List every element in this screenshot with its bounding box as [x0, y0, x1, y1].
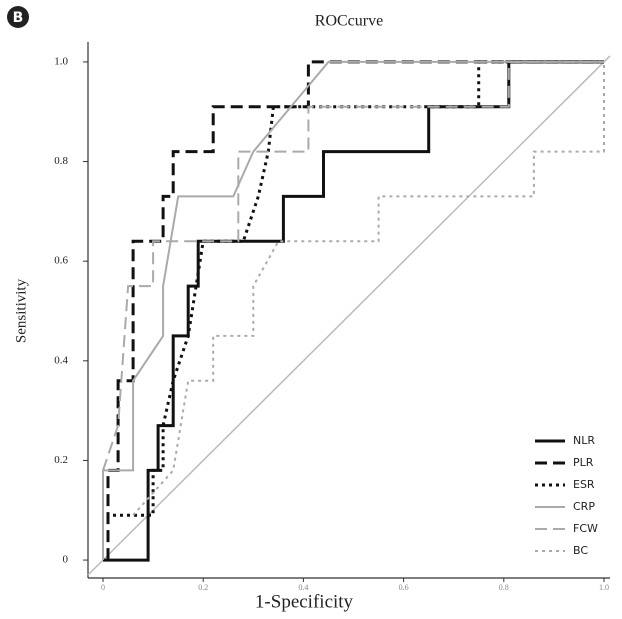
- x-tick-label: 0.8: [499, 583, 509, 592]
- legend-label: BC: [573, 544, 588, 557]
- y-tick-label: 1.0: [54, 55, 68, 67]
- roc-line: [103, 60, 604, 562]
- chart-title: ROCcurve: [315, 13, 383, 30]
- y-tick-label: 0: [63, 554, 69, 566]
- roc-line: [102, 60, 604, 471]
- y-tick-label: 0.6: [54, 255, 68, 267]
- reference-diagonal: [87, 55, 611, 576]
- legend-label: PLR: [573, 456, 594, 469]
- roc-line: [102, 60, 604, 561]
- y-tick-label: 0.4: [54, 354, 68, 366]
- x-axis-label: 1-Specificity: [255, 591, 354, 612]
- roc-line: [113, 60, 604, 517]
- x-tick-label: 0.2: [198, 583, 208, 592]
- legend-label: ESR: [573, 478, 595, 491]
- legend-label: CRP: [573, 500, 595, 513]
- legend-label: NLR: [573, 434, 595, 447]
- y-tick-label: 0.2: [54, 454, 68, 466]
- roc-line: [106, 60, 604, 561]
- x-tick-label: 0.6: [399, 583, 409, 592]
- x-tick-label: 0: [101, 583, 105, 592]
- y-tick-label: 0.8: [54, 155, 68, 167]
- x-tick-label: 0.4: [298, 583, 308, 592]
- x-tick-label: 1.0: [599, 583, 609, 592]
- legend-label: FCW: [573, 522, 598, 535]
- panel-badge: [7, 6, 29, 28]
- panel-label: B: [13, 10, 24, 26]
- y-axis-label: Sensitivity: [13, 278, 29, 343]
- roc-line: [132, 61, 605, 516]
